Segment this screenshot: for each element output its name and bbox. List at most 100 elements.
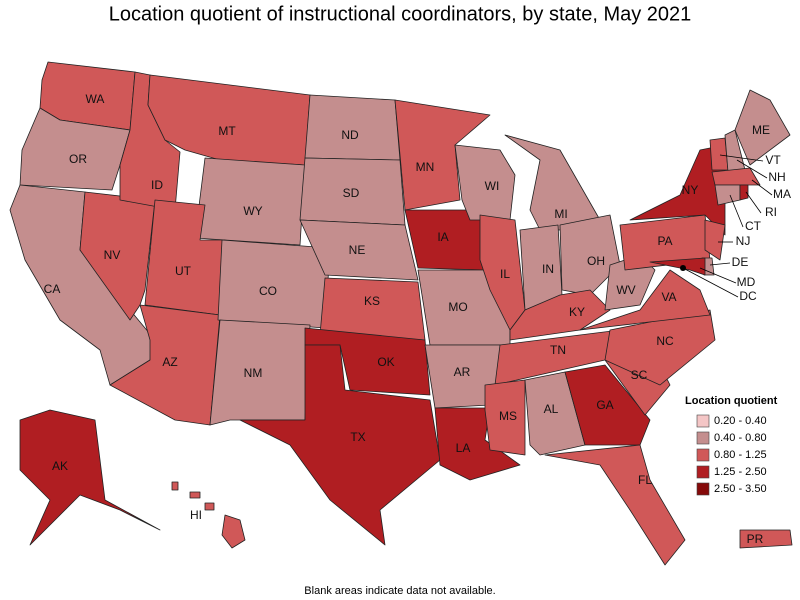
state-label: GA (596, 398, 613, 412)
legend-label: 1.25 - 2.50 (714, 466, 767, 478)
state-label: OR (69, 152, 87, 166)
leader-line (719, 154, 764, 162)
state (559, 214, 621, 296)
state-label: IA (437, 230, 448, 244)
legend: 0.20 - 0.40 0.40 - 0.80 0.80 - 1.25 1.25 - … (696, 414, 767, 496)
state-label: DC (739, 289, 757, 303)
leader-line (729, 194, 744, 228)
state (194, 157, 306, 246)
state-label: MI (554, 207, 567, 221)
state (564, 364, 651, 446)
state (649, 257, 706, 276)
state-label: ID (151, 178, 163, 192)
leader-line (751, 179, 773, 196)
leader-line (736, 159, 768, 179)
state-label: WV (616, 283, 635, 297)
island (171, 481, 179, 491)
island (204, 502, 215, 511)
state-label: CA (44, 282, 61, 296)
island (189, 491, 201, 499)
state-label: NH (768, 170, 785, 184)
state (509, 289, 611, 341)
state-label: KY (569, 305, 585, 319)
state-label: IN (542, 262, 554, 276)
state-label: SD (343, 186, 360, 200)
state-label: LA (456, 441, 471, 455)
legend-swatch (696, 414, 710, 428)
note: Blank areas indicate data not available. (304, 585, 495, 597)
state-label: AR (454, 365, 471, 379)
state-label: TX (350, 430, 365, 444)
state-label: ME (752, 123, 770, 137)
leader-line (682, 267, 739, 298)
state-label: DE (732, 255, 749, 269)
state (524, 371, 586, 456)
leader-line (709, 262, 731, 266)
legend-swatch (696, 431, 710, 445)
state-label: MN (416, 160, 435, 174)
state (579, 269, 711, 331)
state-label: VA (661, 290, 676, 304)
state (221, 514, 246, 549)
state (544, 444, 686, 566)
state-label: VT (765, 153, 781, 167)
state-label: RI (765, 205, 777, 219)
states (9, 61, 793, 566)
legend-title: Location quotient (685, 395, 778, 407)
state-label: PR (747, 532, 764, 546)
state-label: NY (682, 183, 699, 197)
state-labels: WA OR CA NV ID MT WY UT AZ CO NM ND SD NE KS OK TX MN IA MO… (44, 92, 791, 546)
state-label: IL (500, 267, 510, 281)
state (711, 167, 761, 186)
state (19, 409, 161, 546)
state (739, 529, 793, 549)
state-label: NJ (736, 234, 751, 248)
state (484, 379, 526, 456)
legend-swatch (696, 482, 710, 496)
state-label: WA (86, 92, 105, 106)
state-label: TN (550, 343, 566, 357)
state-label: AL (544, 402, 559, 416)
state-label: KS (364, 294, 380, 308)
state-label: MA (773, 187, 791, 201)
state-label: NE (349, 243, 366, 257)
state-label: CO (259, 284, 277, 298)
state-label: WY (243, 204, 262, 218)
legend-swatch (696, 465, 710, 479)
legend-label: 0.40 - 0.80 (714, 432, 767, 444)
legend-swatch (696, 448, 710, 462)
state (739, 184, 749, 201)
legend-label: 0.20 - 0.40 (714, 415, 767, 427)
state-label: PA (657, 234, 672, 248)
state-label: MS (499, 409, 517, 423)
state-label: OK (377, 355, 394, 369)
state-label: CT (745, 219, 762, 233)
state (19, 107, 131, 191)
state-label: MT (218, 124, 236, 138)
state (239, 344, 441, 546)
state (394, 99, 491, 211)
leader-line (745, 191, 762, 214)
state-label: WI (485, 179, 500, 193)
state-label: AZ (162, 355, 177, 369)
legend-label: 0.80 - 1.25 (714, 449, 767, 461)
legend-label: 2.50 - 3.50 (714, 483, 767, 495)
state-label: HI (190, 508, 202, 522)
state-label: ND (341, 128, 359, 142)
state-label: OH (587, 254, 605, 268)
state (714, 184, 741, 206)
state-label: SC (631, 368, 648, 382)
state-label: MO (448, 300, 467, 314)
state-label: AK (52, 459, 68, 473)
state-label: UT (175, 264, 192, 278)
state-label: MD (737, 275, 756, 289)
state-label: NV (104, 248, 121, 262)
state (299, 219, 419, 281)
state (504, 134, 601, 231)
leader-line (699, 267, 737, 284)
state-label: FL (638, 473, 652, 487)
state (704, 219, 726, 261)
dc-dot (680, 265, 686, 271)
state-label: NC (656, 334, 674, 348)
